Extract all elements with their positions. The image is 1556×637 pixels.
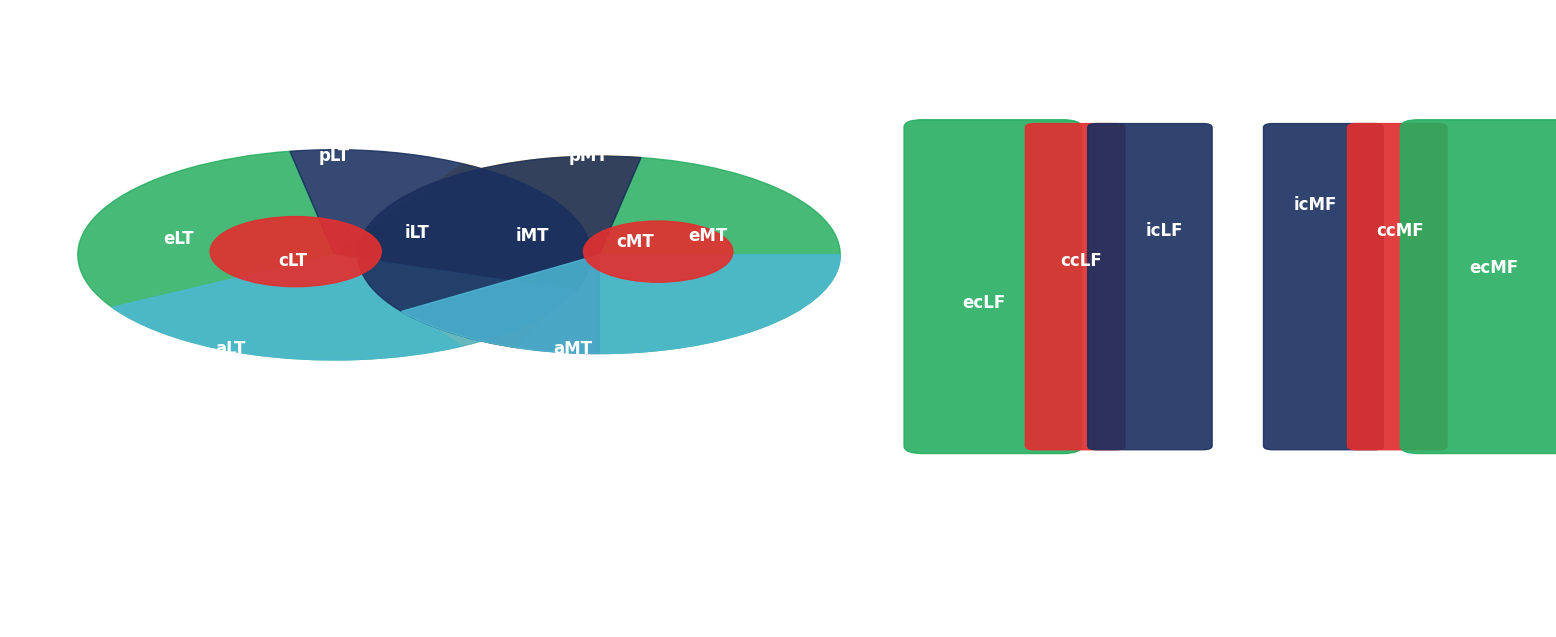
Text: ecLF: ecLF [962, 294, 1005, 311]
Text: icLF: icLF [1145, 222, 1183, 240]
Circle shape [210, 217, 381, 287]
Text: ccLF: ccLF [1061, 252, 1102, 270]
Wedge shape [401, 255, 840, 354]
Wedge shape [112, 255, 576, 360]
FancyBboxPatch shape [1025, 124, 1125, 450]
Text: iLT: iLT [405, 224, 429, 241]
Wedge shape [289, 150, 591, 290]
Text: aMT: aMT [552, 340, 593, 358]
FancyBboxPatch shape [1400, 120, 1556, 454]
Text: eLT: eLT [163, 230, 194, 248]
Text: icMF: icMF [1293, 196, 1337, 214]
Text: ccMF: ccMF [1377, 222, 1424, 240]
Text: pLT: pLT [319, 147, 350, 165]
Text: aLT: aLT [215, 340, 246, 358]
Circle shape [584, 221, 733, 282]
Text: ecMF: ecMF [1469, 259, 1519, 276]
Wedge shape [599, 157, 840, 354]
FancyBboxPatch shape [1088, 124, 1212, 450]
Text: iMT: iMT [515, 227, 549, 245]
Wedge shape [78, 152, 462, 360]
Text: cLT: cLT [279, 252, 307, 270]
Text: eMT: eMT [688, 227, 728, 245]
Wedge shape [358, 156, 641, 348]
FancyBboxPatch shape [904, 120, 1081, 454]
Text: cMT: cMT [616, 233, 654, 251]
Wedge shape [358, 156, 641, 354]
FancyBboxPatch shape [1263, 124, 1383, 450]
FancyBboxPatch shape [1347, 124, 1447, 450]
Wedge shape [335, 164, 591, 346]
Text: pMT: pMT [568, 147, 608, 165]
